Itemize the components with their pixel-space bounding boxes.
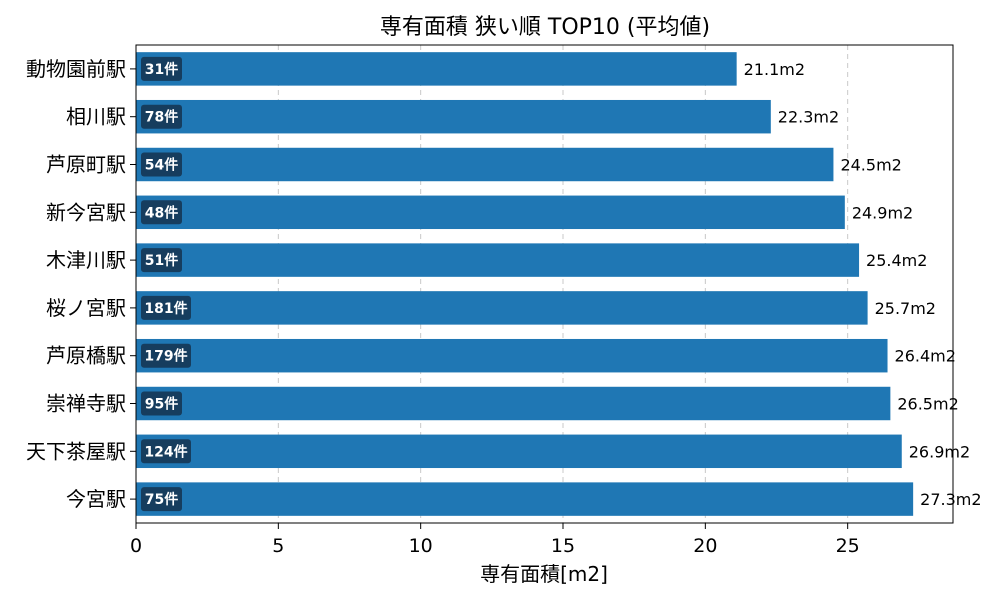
- data-label: 26.5m2: [897, 395, 958, 414]
- x-tick-label: 10: [409, 535, 433, 557]
- y-tick-label: 崇禅寺駅: [46, 392, 126, 416]
- bars-group: 21.1m2 31件 22.3m2 78件 24.5m2 54件 24.9m2 48件 25.4…: [136, 52, 982, 516]
- y-tick-label: 天下茶屋駅: [26, 439, 126, 463]
- data-label: 25.7m2: [875, 299, 936, 318]
- data-label: 25.4m2: [866, 251, 927, 270]
- count-badge: [141, 439, 191, 464]
- count-badge: [141, 343, 191, 368]
- axes: [135, 44, 954, 524]
- bar: [136, 243, 860, 277]
- count-label: 48件: [145, 204, 178, 221]
- data-label: 27.3m2: [920, 490, 981, 509]
- count-badge: [141, 200, 182, 225]
- bar: [136, 195, 845, 230]
- y-tick-label: 芦原橋駅: [46, 344, 126, 368]
- data-label: 26.9m2: [909, 442, 970, 461]
- plot-frame: [135, 44, 954, 524]
- count-label: 31件: [145, 61, 178, 78]
- bar: [136, 291, 868, 325]
- count-label: 54件: [145, 157, 178, 174]
- data-label: 24.9m2: [852, 203, 913, 222]
- x-tick-label: 25: [836, 535, 860, 557]
- y-tick-label: 相川駅: [66, 105, 126, 129]
- count-badge: [141, 391, 182, 416]
- count-label: 179件: [144, 348, 187, 365]
- bar: [136, 386, 891, 421]
- x-axis-ticks: 0 5 10 15 20 25: [130, 523, 860, 557]
- count-label: 181件: [144, 300, 187, 317]
- chart-title: 専有面積 狭い順 TOP10 (平均値): [380, 15, 710, 40]
- count-badge: [141, 487, 182, 512]
- count-badge: [141, 248, 182, 273]
- y-tick-label: 木津川駅: [46, 248, 126, 272]
- count-label: 75件: [145, 491, 178, 508]
- y-tick-label: 今宮駅: [66, 487, 126, 511]
- x-tick-label: 0: [130, 535, 142, 557]
- y-tick-label: 動物園前駅: [26, 57, 126, 81]
- y-tick-label: 芦原町駅: [46, 153, 126, 177]
- data-label: 21.1m2: [744, 60, 805, 79]
- data-label: 24.5m2: [840, 156, 901, 175]
- x-axis-label: 専有面積[m2]: [480, 562, 608, 586]
- x-tick-label: 20: [693, 535, 717, 557]
- count-label: 78件: [145, 109, 178, 126]
- bar: [136, 434, 902, 469]
- x-tick-label: 15: [551, 535, 575, 557]
- count-badge: [141, 104, 182, 129]
- count-badge: [141, 152, 182, 177]
- count-label: 95件: [145, 396, 178, 413]
- y-tick-label: 新今宮駅: [46, 200, 126, 224]
- count-badge: [141, 295, 191, 320]
- bar: [136, 482, 914, 516]
- data-label: 22.3m2: [778, 108, 839, 127]
- x-tick-label: 5: [272, 535, 284, 557]
- count-label: 51件: [145, 252, 178, 269]
- bar: [136, 147, 834, 182]
- count-badge: [141, 56, 182, 81]
- data-label: 26.4m2: [895, 347, 956, 366]
- bar: [136, 338, 888, 373]
- y-tick-label: 桜ノ宮駅: [46, 296, 126, 320]
- count-label: 124件: [144, 443, 187, 460]
- bar: [136, 52, 737, 86]
- bar: [136, 99, 771, 134]
